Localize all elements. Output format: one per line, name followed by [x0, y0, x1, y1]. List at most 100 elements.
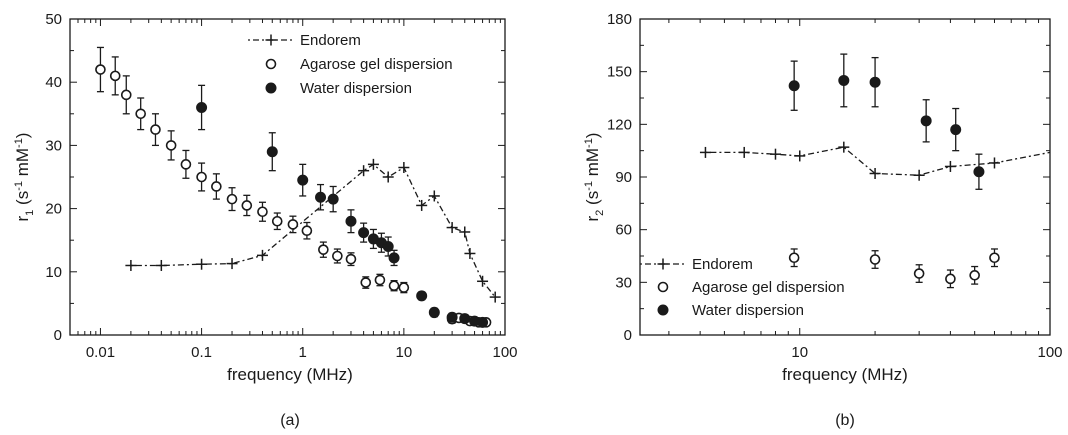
a-data-point: [266, 146, 278, 158]
b-data-point: [788, 80, 800, 92]
a-data-point: [226, 193, 238, 205]
a-data-point: [241, 200, 253, 211]
b-data-point: [788, 252, 800, 264]
a-data-point: [459, 313, 471, 325]
a-data-point: [125, 259, 137, 271]
a-panel-label: (a): [280, 412, 300, 429]
a-y-axis-title-part: ): [13, 133, 32, 139]
a-y-tick-label: 20: [45, 201, 62, 218]
b-y-axis-title-part: 2: [594, 210, 606, 216]
b-legend-marker: [657, 304, 669, 316]
b-y-axis-title-part: ): [583, 133, 602, 139]
a-data-point: [196, 258, 208, 270]
a-data-point: [398, 162, 410, 174]
a-data-point: [211, 181, 222, 192]
a-legend-item: Endorem: [248, 32, 361, 49]
b-series-filled-circle: [788, 53, 985, 190]
a-data-point: [318, 244, 329, 255]
a-legend-item: Water dispersion: [265, 80, 412, 97]
a-data-point: [416, 199, 428, 211]
a-data-point: [416, 290, 428, 302]
b-legend-label: Endorem: [692, 256, 753, 273]
b-data-point: [950, 124, 962, 136]
a-series-filled-circle: [196, 84, 489, 328]
a-data-point: [226, 258, 238, 270]
panel-b-chart: 10 100 0 30 60 90 120 150 180 frequency (MHz) r2 (…: [583, 11, 1063, 429]
b-y-axis-title-part: -1: [583, 181, 595, 191]
a-data-point: [345, 215, 357, 227]
a-y-axis-title-part: 1: [24, 210, 36, 216]
a-data-point: [358, 165, 370, 177]
a-data-point: [109, 70, 121, 82]
a-data-point: [367, 158, 379, 170]
a-data-point: [398, 282, 410, 293]
b-data-point: [973, 166, 985, 178]
a-legend-marker: [265, 34, 277, 46]
a-data-point: [477, 316, 489, 328]
b-legend-label: Water dispersion: [692, 302, 804, 319]
b-y-tick-label: 150: [607, 64, 632, 81]
a-series-open-circle: [95, 46, 492, 328]
b-y-tick-label: 90: [615, 169, 632, 186]
a-legend-marker: [265, 58, 277, 70]
a-y-axis-title-part: mM: [13, 148, 32, 181]
a-data-point: [150, 124, 161, 135]
b-data-point: [945, 273, 956, 285]
a-data-point: [382, 241, 394, 253]
a-data-point: [446, 311, 458, 323]
a-x-tick-label: 1: [299, 344, 307, 361]
a-legend-item: Agarose gel dispersion: [265, 56, 453, 73]
b-y-axis-title-part: r: [583, 215, 602, 221]
b-legend-label: Agarose gel dispersion: [692, 279, 845, 296]
a-data-point: [345, 253, 357, 265]
a-x-tick-label: 100: [492, 344, 517, 361]
a-y-tick-label: 10: [45, 264, 62, 281]
b-series-plus: [699, 141, 1051, 181]
a-data-point: [120, 89, 132, 101]
a-data-point: [489, 291, 501, 303]
a-y-axis-title-part: r: [13, 215, 32, 221]
b-y-axis-title-part: mM: [583, 148, 602, 181]
a-data-point: [95, 64, 106, 75]
a-y-tick-label: 30: [45, 137, 62, 154]
a-y-tick-label: 40: [45, 74, 62, 91]
b-legend: Endorem Agarose gel dispersion Water dispe…: [640, 256, 845, 319]
a-data-point: [464, 247, 476, 259]
a-data-point: [477, 275, 489, 287]
a-legend-label: Water dispersion: [300, 80, 412, 97]
b-data-point: [769, 148, 781, 160]
a-y-tick-label: 0: [54, 327, 62, 344]
a-legend-marker: [265, 82, 277, 94]
b-data-point: [913, 169, 925, 181]
a-y-ticks: [70, 18, 505, 336]
b-y-ticks: [640, 18, 1050, 336]
panel-a-chart: 0.01 0.1 1 10 100 0 10 20 30 40 50 frequency (MHz) r…: [13, 11, 518, 429]
b-y-tick-label: 60: [615, 222, 632, 239]
b-y-tick-label: 120: [607, 116, 632, 133]
a-x-ticks: [69, 19, 506, 335]
b-y-axis-title: r2 (s-1 mM-1): [583, 133, 606, 222]
b-data-point: [989, 252, 1000, 264]
b-series-line: [705, 146, 1051, 176]
a-data-point: [358, 227, 370, 239]
b-y-tick-label: 180: [607, 11, 632, 28]
a-x-tick-label: 10: [396, 344, 413, 361]
b-legend-marker: [657, 258, 669, 270]
a-y-axis-title-part: -1: [13, 181, 25, 191]
a-x-axis-title: frequency (MHz): [227, 365, 353, 384]
b-data-point: [838, 74, 850, 86]
a-data-point: [271, 215, 283, 227]
b-panel-label: (b): [835, 412, 855, 429]
b-data-point: [869, 254, 881, 265]
b-legend-marker: [657, 281, 669, 293]
a-legend-label: Agarose gel dispersion: [300, 56, 453, 73]
b-data-point: [738, 146, 750, 158]
b-data-point: [920, 115, 932, 127]
a-series-plus: [125, 158, 501, 303]
a-data-point: [332, 250, 343, 262]
a-data-point: [287, 219, 299, 230]
a-data-point: [374, 274, 386, 286]
a-data-point: [180, 159, 192, 170]
a-data-point: [446, 222, 458, 234]
